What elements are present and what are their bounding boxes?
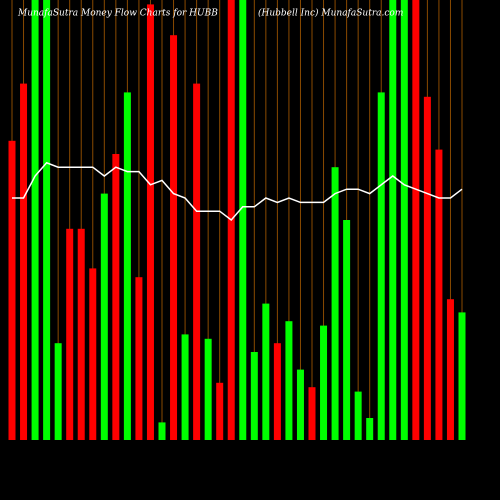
bar [20, 83, 28, 440]
bar [389, 0, 397, 440]
bar [446, 299, 454, 440]
bars [8, 0, 466, 441]
bar [308, 387, 316, 440]
bar [204, 338, 212, 440]
bar [285, 321, 293, 440]
bar [170, 35, 178, 440]
bar [366, 418, 374, 440]
bar [239, 0, 247, 440]
bar [123, 92, 131, 441]
chart-subtitle: (Hubbell Inc) MunafaSutra.com [258, 8, 403, 19]
bar [181, 334, 189, 440]
bar [193, 83, 201, 440]
bar [66, 228, 74, 440]
bar [262, 303, 270, 440]
bar [31, 0, 39, 440]
money-flow-line [12, 161, 463, 222]
bar [135, 277, 143, 440]
bar [273, 343, 281, 440]
bar [216, 382, 224, 440]
bar [8, 140, 16, 441]
bar [158, 422, 166, 440]
bar [435, 149, 443, 440]
bar [354, 391, 362, 440]
bar [43, 0, 51, 440]
bar [77, 228, 85, 440]
bar [423, 96, 431, 441]
chart-title: MunafaSutra Money Flow Charts for HUBB [17, 9, 218, 19]
bar [146, 4, 154, 441]
bar [89, 268, 97, 440]
bar [112, 154, 120, 440]
bar [296, 369, 304, 440]
bar [412, 0, 420, 440]
bar [331, 167, 339, 440]
bar [320, 325, 328, 440]
bar [343, 220, 351, 440]
bar [250, 352, 258, 440]
lines [12, 161, 463, 222]
bar [400, 0, 408, 440]
bar [54, 343, 62, 440]
bar [100, 193, 108, 440]
bar [377, 92, 385, 441]
bar [458, 312, 466, 440]
